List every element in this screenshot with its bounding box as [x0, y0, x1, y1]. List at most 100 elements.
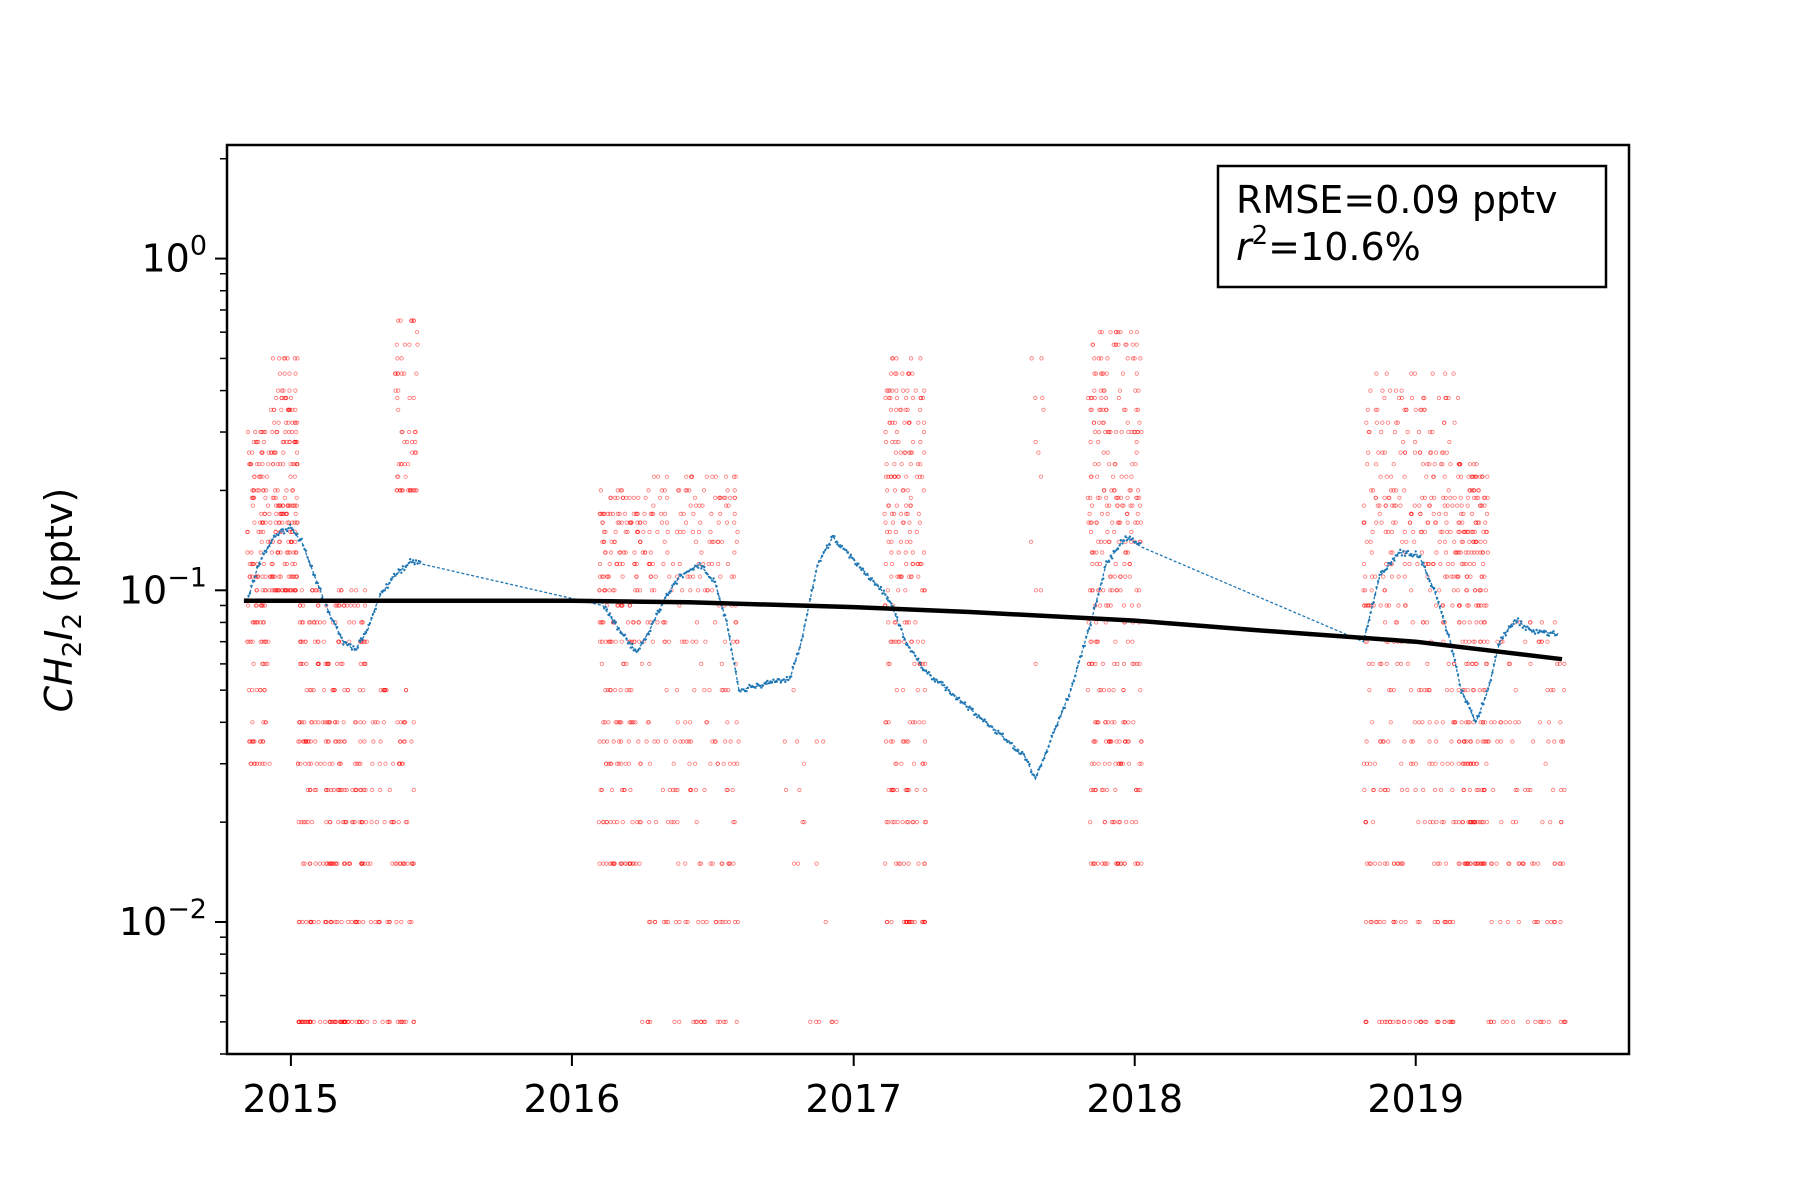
observed-point: [673, 919, 679, 925]
observed-point: [1427, 462, 1432, 467]
observed-point: [282, 561, 287, 567]
observed-point: [333, 1019, 338, 1025]
observed-point: [1521, 861, 1526, 866]
observed-point: [1102, 761, 1107, 766]
model-point: [1368, 618, 1371, 622]
observed-point: [1127, 488, 1132, 493]
observed-point: [1562, 687, 1567, 693]
observed-point: [1457, 861, 1462, 866]
observed-point: [885, 588, 890, 593]
observed-point: [263, 429, 268, 435]
observed-point: [903, 407, 908, 412]
observed-point: [260, 739, 265, 744]
observed-point: [1130, 503, 1135, 508]
observed-point: [612, 687, 618, 693]
observed-point: [1378, 919, 1383, 925]
observed-point: [1467, 539, 1472, 544]
observed-point: [1378, 787, 1383, 793]
observed-point: [339, 787, 344, 793]
observed-point: [1418, 529, 1424, 535]
observed-point: [1432, 919, 1437, 925]
observed-point: [614, 761, 620, 766]
model-point: [1034, 776, 1037, 779]
observed-point: [1441, 450, 1446, 455]
observed-point: [907, 919, 912, 925]
observed-point: [894, 503, 899, 508]
model-point: [1489, 679, 1493, 682]
observed-point: [409, 739, 414, 744]
observed-point: [290, 503, 295, 508]
observed-point: [1116, 819, 1121, 825]
observed-point: [912, 919, 918, 925]
model-point: [920, 666, 923, 669]
observed-point: [693, 787, 699, 793]
observed-point: [277, 356, 282, 361]
observed-point: [1370, 720, 1375, 725]
observed-point: [1092, 388, 1097, 393]
observed-point: [1127, 574, 1132, 579]
observed-point: [1402, 1019, 1407, 1025]
model-point: [1131, 537, 1135, 540]
model-point: [848, 556, 851, 559]
observed-point: [1427, 720, 1432, 725]
observed-point: [245, 603, 251, 608]
observed-point: [647, 561, 652, 567]
model-point: [653, 618, 656, 622]
model-point: [274, 535, 277, 538]
observed-point: [290, 462, 295, 467]
observed-point: [644, 739, 649, 744]
observed-point: [1427, 761, 1432, 766]
observed-point: [662, 488, 667, 493]
observed-point: [1495, 739, 1500, 744]
model-point: [1414, 550, 1417, 553]
model-point: [1537, 631, 1540, 635]
observed-point: [675, 720, 680, 725]
observed-point: [1477, 588, 1482, 593]
observed-point: [288, 588, 293, 593]
observed-point: [1433, 761, 1438, 766]
model-point: [872, 579, 875, 583]
model-point: [638, 647, 641, 650]
observed-point: [601, 720, 606, 725]
observed-point: [1374, 462, 1379, 467]
observed-point: [1465, 603, 1470, 608]
observed-point: [908, 356, 914, 361]
model-point: [869, 578, 872, 582]
observed-point: [1537, 639, 1542, 644]
observed-point: [731, 639, 736, 644]
observed-point: [1458, 550, 1463, 555]
observed-point: [618, 861, 623, 866]
x-axis: 2015 2016 2017 2018 2019: [243, 1054, 1464, 1121]
observed-point: [1087, 511, 1092, 517]
observed-point: [322, 761, 327, 766]
observed-point: [1528, 620, 1533, 625]
observed-point: [269, 550, 274, 555]
model-point: [1371, 602, 1374, 606]
model-point: [301, 544, 305, 547]
model-point: [728, 635, 731, 638]
observed-point: [252, 739, 257, 744]
model-point: [1413, 553, 1416, 557]
observed-point: [1104, 787, 1110, 793]
observed-point: [345, 1019, 351, 1025]
observed-point: [1089, 474, 1094, 479]
observed-point: [615, 603, 620, 608]
observed-point: [1478, 539, 1483, 544]
observed-point: [1413, 407, 1418, 412]
observed-point: [1465, 503, 1470, 508]
observed-point: [304, 661, 309, 667]
observed-point: [1033, 395, 1038, 401]
observed-point: [1483, 720, 1488, 725]
observed-point: [282, 495, 287, 500]
observed-point: [1451, 588, 1457, 593]
observed-point: [647, 529, 652, 535]
observed-point: [888, 395, 893, 401]
observed-point: [300, 861, 306, 866]
observed-point: [1366, 450, 1371, 455]
observed-point: [1088, 819, 1093, 825]
observed-point: [1379, 1019, 1385, 1025]
observed-point: [601, 574, 606, 579]
observed-point: [612, 539, 617, 544]
observed-point: [1119, 429, 1124, 435]
observed-point: [1434, 739, 1439, 744]
